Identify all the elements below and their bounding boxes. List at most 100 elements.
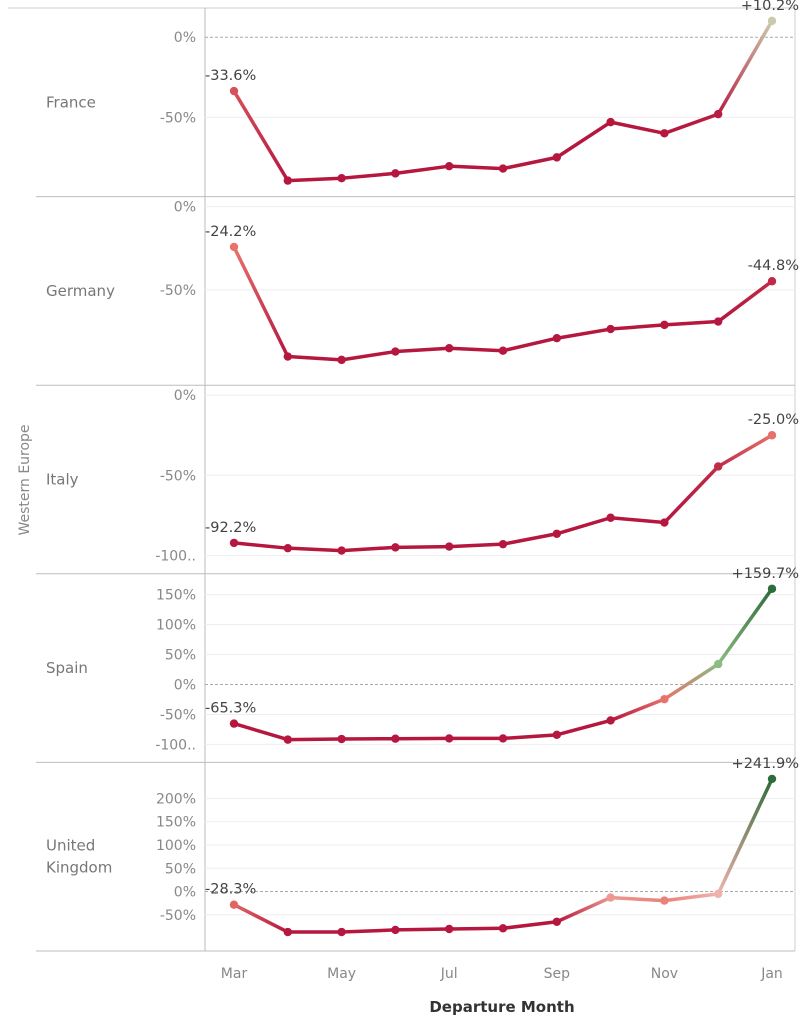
data-point[interactable] <box>337 734 346 744</box>
series-line-segment <box>555 327 613 340</box>
data-point[interactable] <box>391 347 400 356</box>
series-line-segment <box>286 737 344 742</box>
data-point[interactable] <box>714 109 723 119</box>
data-point[interactable] <box>552 153 561 162</box>
y-tick-label: -50% <box>160 283 196 299</box>
series-line-segment <box>232 89 290 183</box>
data-point[interactable] <box>498 164 508 173</box>
data-label: -33.6% <box>205 68 256 84</box>
data-point[interactable] <box>552 529 561 538</box>
data-point[interactable] <box>606 513 615 522</box>
data-point[interactable] <box>552 917 561 926</box>
data-point[interactable] <box>391 543 400 552</box>
data-point[interactable] <box>229 86 239 96</box>
y-tick-label: -50% <box>160 908 196 924</box>
series-line-segment <box>608 895 667 903</box>
data-point[interactable] <box>283 543 292 553</box>
series-line-segment <box>555 718 613 737</box>
data-point[interactable] <box>229 538 239 548</box>
data-point[interactable] <box>714 659 723 669</box>
series-line-segment <box>662 112 720 136</box>
data-point[interactable] <box>498 924 508 933</box>
data-point[interactable] <box>337 173 346 183</box>
y-tick-label: 0% <box>174 388 196 404</box>
data-point[interactable] <box>229 719 239 728</box>
country-label: Germany <box>46 282 115 300</box>
data-point[interactable] <box>660 896 669 905</box>
data-point[interactable] <box>767 277 777 286</box>
data-point[interactable] <box>767 584 777 593</box>
data-point[interactable] <box>606 117 615 127</box>
data-point[interactable] <box>229 900 239 909</box>
data-point[interactable] <box>283 352 292 361</box>
data-label: -24.2% <box>205 224 256 240</box>
data-point[interactable] <box>337 927 346 937</box>
series-line-segment <box>716 19 774 116</box>
y-tick-label: -50% <box>160 468 196 484</box>
y-tick-label: 50% <box>165 648 196 664</box>
data-label: -92.2% <box>205 520 256 536</box>
series-line-segment <box>608 515 667 525</box>
series-line-segment <box>662 662 720 701</box>
series-line-segment <box>501 733 559 741</box>
data-point[interactable] <box>552 334 561 343</box>
data-point[interactable] <box>660 518 669 527</box>
data-point[interactable] <box>498 734 508 743</box>
data-point[interactable] <box>714 889 723 899</box>
series-line-segment <box>232 541 290 550</box>
data-point[interactable] <box>606 324 615 334</box>
data-label: -25.0% <box>748 412 799 428</box>
y-tick-label: 0% <box>174 885 196 901</box>
region-label: Western Europe <box>17 424 33 535</box>
series-line-segment <box>339 349 398 362</box>
x-tick-label: Jul <box>440 966 458 982</box>
panel-united-kingdom: 200% 150% 100% 50% 0% -50% United Kingdom -28.3%… <box>36 756 799 952</box>
data-label: +10.2% <box>741 0 799 14</box>
data-point[interactable] <box>660 694 669 704</box>
data-point[interactable] <box>445 734 454 743</box>
data-point[interactable] <box>660 320 669 330</box>
series-line-segment <box>232 902 290 934</box>
data-label: +241.9% <box>732 756 799 772</box>
x-tick-label: Mar <box>221 966 248 982</box>
series-line-segment <box>662 464 720 525</box>
data-point[interactable] <box>660 129 669 138</box>
series-line-segment <box>608 323 667 331</box>
data-point[interactable] <box>283 927 292 937</box>
data-point[interactable] <box>767 431 777 440</box>
x-tick-label: Nov <box>651 966 678 982</box>
data-point[interactable] <box>767 16 777 26</box>
data-point[interactable] <box>552 730 561 740</box>
panel-france: 0% -50% France -33.6% +10.2% <box>36 0 799 198</box>
data-point[interactable] <box>445 924 454 934</box>
data-point[interactable] <box>714 317 723 326</box>
data-point[interactable] <box>445 161 454 171</box>
series-line-segment <box>501 155 559 171</box>
data-point[interactable] <box>337 546 346 555</box>
data-point[interactable] <box>391 734 400 743</box>
data-point[interactable] <box>229 242 239 252</box>
data-point[interactable] <box>498 346 508 355</box>
data-label: -28.3% <box>205 882 256 898</box>
data-point[interactable] <box>767 774 777 784</box>
series-line-segment <box>662 892 720 903</box>
series-line-segment <box>555 895 613 924</box>
data-point[interactable] <box>283 176 292 185</box>
y-tick-label: 100% <box>156 838 196 854</box>
data-point[interactable] <box>337 355 346 365</box>
data-point[interactable] <box>714 462 723 471</box>
data-point[interactable] <box>445 344 454 353</box>
data-point[interactable] <box>498 539 508 549</box>
country-label: Italy <box>46 471 79 489</box>
series-line-segment <box>608 697 667 723</box>
data-point[interactable] <box>445 542 454 551</box>
data-point[interactable] <box>391 169 400 178</box>
data-point[interactable] <box>391 925 400 935</box>
y-tick-label: 50% <box>165 861 196 877</box>
data-point[interactable] <box>606 893 615 902</box>
data-point[interactable] <box>283 735 292 744</box>
panel-germany: 0% -50% Germany -24.2% -44.8% <box>36 200 799 386</box>
series-line-segment <box>339 545 398 553</box>
data-point[interactable] <box>606 716 615 725</box>
